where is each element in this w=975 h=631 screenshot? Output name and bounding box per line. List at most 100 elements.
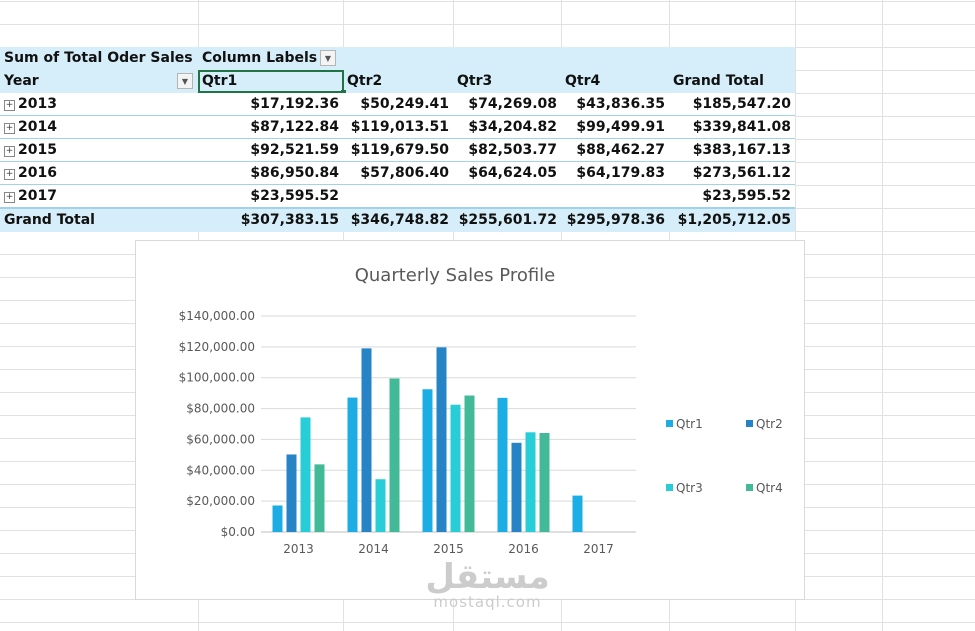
value-cell[interactable]: $185,547.20 [692,96,791,112]
legend-label: Qtr1 [676,417,703,431]
pivot-row: +2013 $17,192.36 $50,249.41 $74,269.08 $43,8… [0,93,795,116]
value-cell[interactable]: $119,013.51 [350,119,449,135]
expand-plus-icon[interactable]: + [4,169,15,180]
bar-qtr4-2013 [314,464,325,532]
value-cell[interactable]: $88,462.27 [576,142,665,158]
x-tick-label: 2014 [358,542,389,556]
bar-qtr1-2013 [272,505,283,532]
value-cell[interactable]: $64,179.83 [576,165,665,181]
pivot-row: +2015 $92,521.59 $119,679.50 $82,503.77 $88,… [0,139,795,162]
x-tick-label: 2015 [433,542,464,556]
legend-label: Qtr3 [676,481,703,495]
y-tick-label: $0.00 [221,525,255,539]
value-cell[interactable]: $99,499.91 [576,119,665,135]
bar-qtr1-2014 [347,397,358,532]
pivot-row: +2017 $23,595.52 $23,595.52 [0,185,795,208]
expand-plus-icon[interactable]: + [4,123,15,134]
y-tick-label: $140,000.00 [179,309,255,323]
pivot-columns-row: Year ▼ Qtr1 Qtr2 Qtr3 Qtr4 Grand Total [0,70,795,95]
column-header[interactable]: Qtr3 [457,73,493,89]
row-gridline [0,24,975,25]
x-tick-label: 2016 [508,542,539,556]
quarterly-sales-chart[interactable]: Quarterly Sales Profile $0.00 $20,000.00 $4… [135,240,805,600]
legend-swatch [746,484,753,491]
bar-qtr3-2014 [375,479,386,532]
mostaql-watermark-logo: مستقل mostaql.com [425,557,550,611]
value-cell[interactable]: $87,122.84 [250,119,339,135]
column-header[interactable]: Qtr2 [347,73,383,89]
legend-label: Qtr4 [756,481,783,495]
year-label[interactable]: 2016 [18,165,57,181]
value-cell[interactable]: $86,950.84 [250,165,339,181]
y-tick-label: $60,000.00 [186,432,255,446]
column-gridline [882,0,883,631]
grand-total-row: Grand Total $307,383.15 $346,748.82 $255… [0,208,795,232]
bar-qtr4-2016 [539,432,550,532]
bar-qtr2-2014 [361,348,372,532]
pivot-row: +2014 $87,122.84 $119,013.51 $34,204.82 $99,… [0,116,795,139]
legend-label: Qtr2 [756,417,783,431]
value-cell[interactable]: $119,679.50 [350,142,449,158]
value-cell[interactable]: $34,204.82 [468,119,557,135]
row-labels-header: Year [4,73,39,89]
y-tick-label: $120,000.00 [179,340,255,354]
total-cell[interactable]: $295,978.36 [566,212,665,228]
pivot-table: Sum of Total Oder Sales Column Labels ▼ … [0,47,795,232]
expand-plus-icon[interactable]: + [4,146,15,157]
bar-qtr3-2015 [450,404,461,532]
value-cell[interactable]: $273,561.12 [692,165,791,181]
value-cell[interactable] [453,185,561,207]
value-cell[interactable]: $50,249.41 [360,96,449,112]
value-cell[interactable]: $82,503.77 [468,142,557,158]
value-cell[interactable] [561,185,669,207]
y-tick-label: $100,000.00 [179,371,255,385]
bar-qtr3-2016 [525,432,536,532]
column-header[interactable]: Grand Total [673,73,764,89]
value-cell[interactable]: $64,624.05 [468,165,557,181]
chart-title: Quarterly Sales Profile [355,265,556,286]
year-label[interactable]: 2015 [18,142,57,158]
value-cell[interactable]: $339,841.08 [692,119,791,135]
value-cell[interactable]: $23,595.52 [250,188,339,204]
column-header[interactable]: Qtr4 [565,73,601,89]
year-label[interactable]: 2013 [18,96,57,112]
pivot-row: +2016 $86,950.84 $57,806.40 $64,624.05 $64,1… [0,162,795,185]
expand-plus-icon[interactable]: + [4,192,15,203]
bar-qtr1-2016 [497,397,508,532]
row-gridline [0,622,975,623]
legend-swatch [746,420,753,427]
value-cell[interactable]: $43,836.35 [576,96,665,112]
total-cell[interactable]: $1,205,712.05 [677,212,791,228]
column-labels-header: Column Labels [202,50,318,66]
y-tick-label: $20,000.00 [186,494,255,508]
value-cell[interactable]: $17,192.36 [250,96,339,112]
bar-qtr2-2013 [286,454,297,532]
fill-handle[interactable] [341,90,346,95]
bar-qtr1-2017 [572,495,583,532]
column-filter-dropdown-icon[interactable]: ▼ [320,50,336,66]
value-cell[interactable]: $92,521.59 [250,142,339,158]
grand-total-label: Grand Total [4,212,95,228]
x-tick-label: 2013 [283,542,314,556]
expand-plus-icon[interactable]: + [4,100,15,111]
value-cell[interactable]: $57,806.40 [360,165,449,181]
row-filter-dropdown-icon[interactable]: ▼ [177,73,193,89]
year-label[interactable]: 2014 [18,119,57,135]
total-cell[interactable]: $307,383.15 [240,212,339,228]
value-cell[interactable]: $383,167.13 [692,142,791,158]
bar-qtr1-2015 [422,389,433,532]
chart-svg: Quarterly Sales Profile $0.00 $20,000.00 $4… [179,265,783,556]
total-cell[interactable]: $346,748.82 [350,212,449,228]
x-tick-label: 2017 [583,542,614,556]
value-cell[interactable]: $74,269.08 [468,96,557,112]
value-cell[interactable] [343,185,453,207]
row-gridline [0,1,975,2]
bar-qtr3-2013 [300,417,311,532]
bar-qtr4-2014 [389,378,400,532]
value-cell[interactable]: $23,595.52 [702,188,791,204]
legend-swatch [666,484,673,491]
column-header[interactable]: Qtr1 [202,73,238,89]
year-label[interactable]: 2017 [18,188,57,204]
total-cell[interactable]: $255,601.72 [458,212,557,228]
legend-swatch [666,420,673,427]
